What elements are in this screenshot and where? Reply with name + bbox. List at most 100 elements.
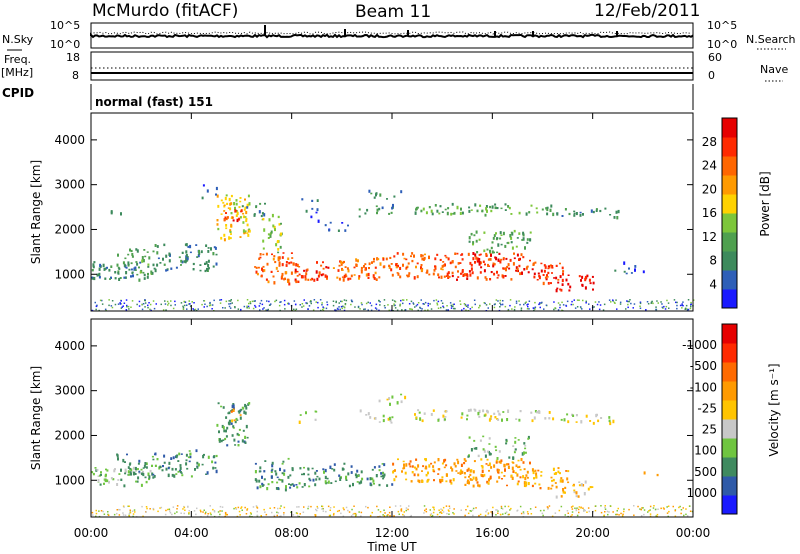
noise-cell xyxy=(647,303,650,305)
noise-cell xyxy=(116,512,118,515)
scatter-cell xyxy=(290,261,293,264)
noise-cell xyxy=(391,299,394,301)
noise-cell xyxy=(499,299,502,302)
scatter-cell xyxy=(245,210,248,215)
noise-cell xyxy=(463,303,466,305)
scatter-cell xyxy=(326,277,328,280)
noise-cell xyxy=(527,303,529,305)
scatter-cell xyxy=(116,483,119,486)
noise-cell xyxy=(408,303,411,305)
scatter-cell xyxy=(562,488,565,492)
scatter-cell xyxy=(467,467,470,471)
scatter-cell xyxy=(559,275,562,279)
noise-cell xyxy=(246,299,249,301)
noise-cell xyxy=(303,506,305,508)
scatter-cell xyxy=(91,276,94,279)
scatter-cell xyxy=(166,268,169,270)
scatter-cell xyxy=(459,211,462,215)
scatter-cell xyxy=(179,464,182,467)
scatter-cell xyxy=(214,467,217,469)
noise-cell xyxy=(483,302,485,304)
noise-cell xyxy=(660,507,662,510)
scatter-cell xyxy=(507,205,510,208)
noise-cell xyxy=(571,514,573,516)
scatter-cell xyxy=(301,198,304,201)
noise-cell xyxy=(268,300,270,303)
noise-cell xyxy=(452,303,454,306)
scatter-cell xyxy=(237,444,240,447)
noise-cell xyxy=(514,306,516,308)
scatter-cell xyxy=(480,266,483,269)
scatter-cell xyxy=(258,210,261,214)
scatter-cell xyxy=(485,278,488,281)
scatter-cell xyxy=(542,274,545,276)
scatter-cell xyxy=(129,248,131,252)
noise-cell xyxy=(600,505,602,507)
scatter-cell xyxy=(288,282,291,286)
scatter-cell xyxy=(368,189,371,193)
noise-cell xyxy=(219,302,222,304)
scatter-cell xyxy=(530,204,533,207)
scatter-cell xyxy=(630,272,633,274)
scatter-cell xyxy=(281,479,284,483)
scatter-cell xyxy=(475,478,478,481)
scatter-cell xyxy=(432,465,435,468)
scatter-cell xyxy=(290,252,293,254)
noise-cell xyxy=(355,514,357,516)
noise-cell xyxy=(249,515,251,518)
scatter-cell xyxy=(237,434,240,437)
noise-cell xyxy=(689,510,692,512)
scatter-cell xyxy=(550,476,553,479)
noise-cell xyxy=(649,509,651,511)
noise-cell xyxy=(429,303,431,305)
scatter-cell xyxy=(248,202,251,206)
scatter-cell xyxy=(557,470,560,474)
scatter-cell xyxy=(333,463,336,466)
noise-cell xyxy=(604,506,606,509)
noise-cell xyxy=(640,508,642,511)
scatter-cell xyxy=(382,257,385,259)
scatter-cell xyxy=(312,478,315,482)
noise-cell xyxy=(326,301,328,303)
scatter-cell xyxy=(534,410,537,413)
scatter-cell xyxy=(242,429,245,432)
noise-cell xyxy=(539,302,541,304)
scatter-cell xyxy=(556,212,559,216)
scatter-cell xyxy=(538,275,541,280)
noise-cell xyxy=(559,306,561,309)
colorbar-tick-label: 16 xyxy=(702,206,717,220)
scatter-cell xyxy=(213,455,216,459)
scatter-cell xyxy=(430,462,433,465)
scatter-cell xyxy=(189,453,192,456)
scatter-cell xyxy=(474,409,477,412)
noise-cell xyxy=(676,301,678,304)
scatter-cell xyxy=(285,261,288,264)
scatter-cell xyxy=(244,230,247,233)
noise-cell xyxy=(335,300,337,303)
scatter-cell xyxy=(336,276,339,279)
scatter-cell xyxy=(314,418,317,421)
noise-cell xyxy=(639,302,642,305)
noise-cell xyxy=(120,307,123,309)
scatter-cell xyxy=(568,289,571,292)
scatter-cell xyxy=(92,265,95,269)
scatter-cell xyxy=(301,473,303,476)
scatter-cell xyxy=(557,281,560,284)
scatter-cell xyxy=(467,409,470,412)
noise-cell xyxy=(283,514,285,516)
scatter-cell xyxy=(175,455,178,459)
scatter-cell xyxy=(314,471,317,475)
scatter-cell xyxy=(152,250,155,253)
noise-cell xyxy=(593,306,595,308)
noise-cell xyxy=(327,505,330,508)
noise-cell xyxy=(269,507,271,509)
noise-cell xyxy=(343,306,346,309)
scatter-cell xyxy=(501,418,503,422)
scatter-cell xyxy=(144,462,147,466)
noise-cell xyxy=(541,301,543,304)
noise-cell xyxy=(379,304,381,306)
noise-cell xyxy=(419,307,422,309)
scatter-cell xyxy=(523,442,526,445)
noise-cell xyxy=(580,507,582,509)
scatter-cell xyxy=(434,265,436,268)
